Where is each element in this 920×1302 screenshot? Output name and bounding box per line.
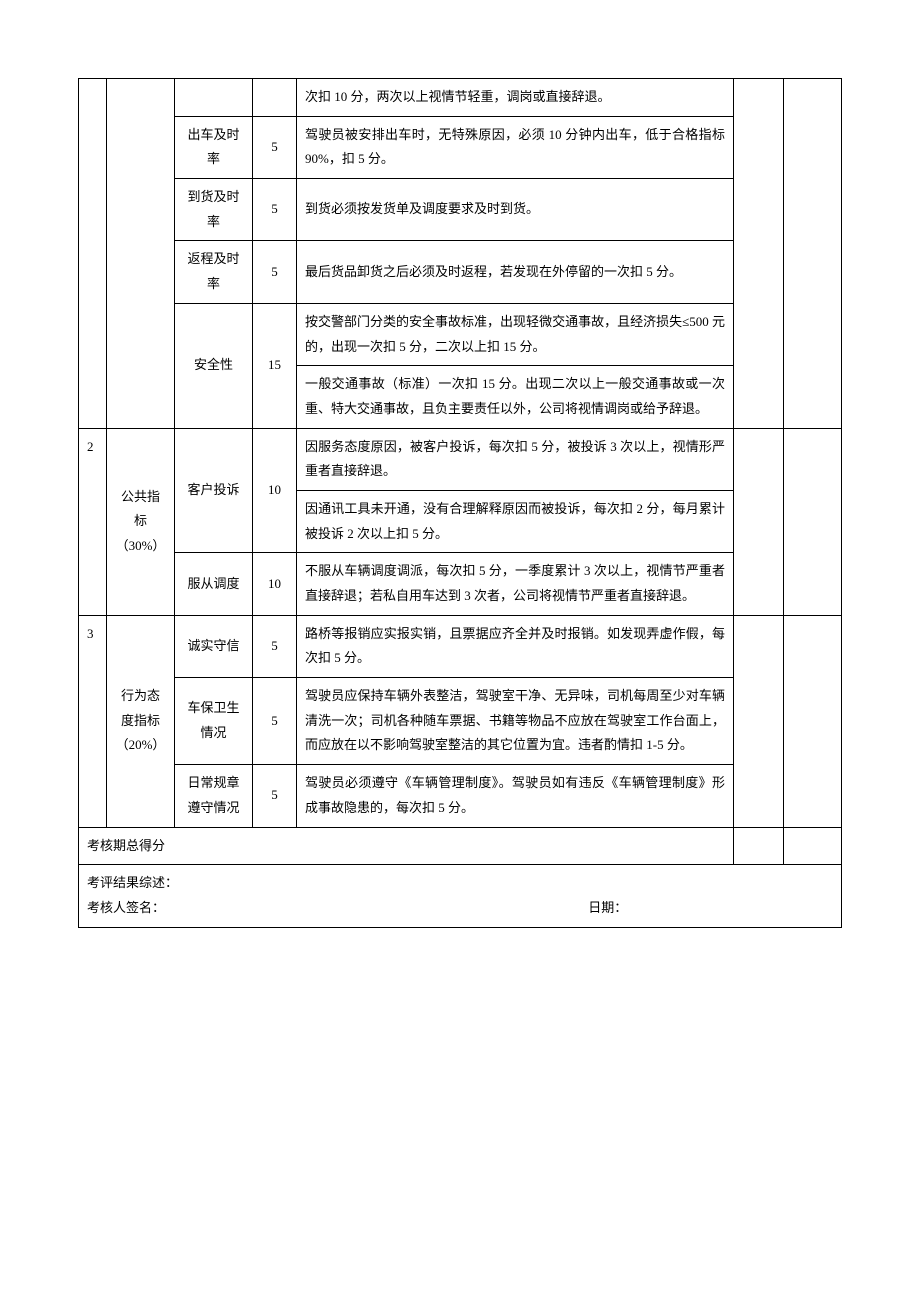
category-cell: 行为态度指标（20%）: [107, 615, 175, 827]
section-num-cell: 2: [79, 428, 107, 615]
blank-cell: [784, 615, 842, 827]
desc-cell: 驾驶员应保持车辆外表整洁，驾驶室干净、无异味，司机每周至少对车辆清洗一次；司机各…: [297, 678, 734, 765]
table-row: 服从调度 10 不服从车辆调度调派，每次扣 5 分，一季度累计 3 次以上，视情…: [79, 553, 842, 615]
indicator-cell: 日常规章遵守情况: [175, 765, 253, 827]
desc-cell: 驾驶员必须遵守《车辆管理制度》。驾驶员如有违反《车辆管理制度》形成事故隐患的，每…: [297, 765, 734, 827]
blank-cell: [734, 79, 784, 429]
score-cell: 10: [253, 553, 297, 615]
score-cell: 5: [253, 765, 297, 827]
blank-cell: [734, 827, 784, 865]
table-row: 返程及时率 5 最后货品卸货之后必须及时返程，若发现在外停留的一次扣 5 分。: [79, 241, 842, 303]
signature-line: 考核人签名： 日期：: [87, 896, 833, 921]
indicator-cell: 客户投诉: [175, 428, 253, 553]
signer-label: 考核人签名：: [87, 900, 165, 915]
score-cell: 5: [253, 116, 297, 178]
blank-cell: [784, 428, 842, 615]
table-row: 出车及时率 5 驾驶员被安排出车时，无特殊原因，必须 10 分钟内出车，低于合格…: [79, 116, 842, 178]
table-row: 2 公共指标（30%） 客户投诉 10 因服务态度原因，被客户投诉，每次扣 5 …: [79, 428, 842, 490]
category-cell: [107, 79, 175, 429]
table-row: 到货及时率 5 到货必须按发货单及调度要求及时到货。: [79, 179, 842, 241]
indicator-cell: 返程及时率: [175, 241, 253, 303]
score-cell: 15: [253, 303, 297, 428]
score-cell: 10: [253, 428, 297, 553]
desc-cell: 路桥等报销应实报实销，且票据应齐全并及时报销。如发现弄虚作假，每次扣 5 分。: [297, 615, 734, 677]
score-cell: 5: [253, 241, 297, 303]
indicator-cell: 安全性: [175, 303, 253, 428]
blank-cell: [784, 827, 842, 865]
indicator-cell: 诚实守信: [175, 615, 253, 677]
desc-cell: 按交警部门分类的安全事故标准，出现轻微交通事故，且经济损失≤500 元的，出现一…: [297, 303, 734, 365]
category-cell: 公共指标（30%）: [107, 428, 175, 615]
total-row: 考核期总得分: [79, 827, 842, 865]
score-cell: 5: [253, 615, 297, 677]
table-row: 日常规章遵守情况 5 驾驶员必须遵守《车辆管理制度》。驾驶员如有违反《车辆管理制…: [79, 765, 842, 827]
summary-row: 考评结果综述： 考核人签名： 日期：: [79, 865, 842, 927]
blank-cell: [784, 79, 842, 429]
desc-cell: 不服从车辆调度调派，每次扣 5 分，一季度累计 3 次以上，视情节严重者直接辞退…: [297, 553, 734, 615]
total-label: 考核期总得分: [79, 827, 734, 865]
indicator-cell: 服从调度: [175, 553, 253, 615]
indicator-cell: [175, 79, 253, 117]
table-row: 次扣 10 分，两次以上视情节轻重，调岗或直接辞退。: [79, 79, 842, 117]
desc-cell: 一般交通事故（标准）一次扣 15 分。出现二次以上一般交通事故或一次重、特大交通…: [297, 366, 734, 428]
desc-cell: 因通讯工具未开通，没有合理解释原因而被投诉，每次扣 2 分，每月累计被投诉 2 …: [297, 490, 734, 552]
blank-cell: [734, 428, 784, 615]
section-num-cell: 3: [79, 615, 107, 827]
table-row: 安全性 15 按交警部门分类的安全事故标准，出现轻微交通事故，且经济损失≤500…: [79, 303, 842, 365]
desc-cell: 最后货品卸货之后必须及时返程，若发现在外停留的一次扣 5 分。: [297, 241, 734, 303]
section-num-cell: [79, 79, 107, 429]
blank-cell: [734, 615, 784, 827]
indicator-cell: 出车及时率: [175, 116, 253, 178]
desc-cell: 到货必须按发货单及调度要求及时到货。: [297, 179, 734, 241]
score-cell: 5: [253, 179, 297, 241]
table-row: 3 行为态度指标（20%） 诚实守信 5 路桥等报销应实报实销，且票据应齐全并及…: [79, 615, 842, 677]
date-label: 日期：: [588, 896, 627, 921]
indicator-cell: 到货及时率: [175, 179, 253, 241]
assessment-table: 次扣 10 分，两次以上视情节轻重，调岗或直接辞退。 出车及时率 5 驾驶员被安…: [78, 78, 842, 928]
score-cell: [253, 79, 297, 117]
desc-cell: 次扣 10 分，两次以上视情节轻重，调岗或直接辞退。: [297, 79, 734, 117]
indicator-cell: 车保卫生情况: [175, 678, 253, 765]
summary-label: 考评结果综述：: [87, 871, 833, 896]
desc-cell: 驾驶员被安排出车时，无特殊原因，必须 10 分钟内出车，低于合格指标 90%，扣…: [297, 116, 734, 178]
table-row: 车保卫生情况 5 驾驶员应保持车辆外表整洁，驾驶室干净、无异味，司机每周至少对车…: [79, 678, 842, 765]
score-cell: 5: [253, 678, 297, 765]
summary-cell: 考评结果综述： 考核人签名： 日期：: [79, 865, 842, 927]
desc-cell: 因服务态度原因，被客户投诉，每次扣 5 分，被投诉 3 次以上，视情形严重者直接…: [297, 428, 734, 490]
